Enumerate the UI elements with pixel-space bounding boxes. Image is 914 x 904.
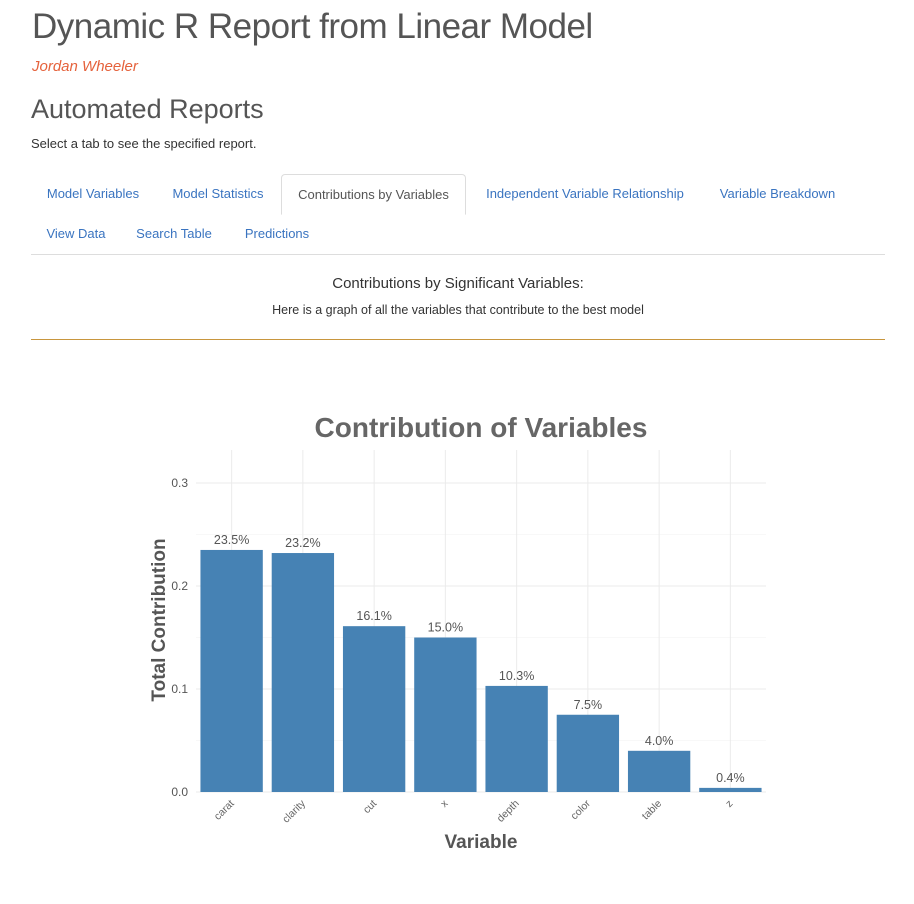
x-tick-label: cut xyxy=(361,798,379,816)
tab-variable-breakdown[interactable]: Variable Breakdown xyxy=(719,186,836,201)
x-tick-label: x xyxy=(438,797,451,810)
bar-clarity xyxy=(271,553,335,792)
bar-value-label: 0.4% xyxy=(716,771,745,785)
panel-heading: Contributions by Significant Variables: xyxy=(332,275,584,292)
y-tick-label: 0.2 xyxy=(171,579,188,593)
bar-value-label: 4.0% xyxy=(645,734,674,748)
author-name: Jordan Wheeler xyxy=(32,58,138,75)
bar-table xyxy=(627,750,691,792)
tab-independent-variable-relationship[interactable]: Independent Variable Relationship xyxy=(486,186,684,201)
bar-value-label: 16.1% xyxy=(356,609,391,623)
tab-view-data[interactable]: View Data xyxy=(46,226,106,241)
bar-value-label: 7.5% xyxy=(574,698,603,712)
x-tick-label: table xyxy=(640,798,665,823)
bar-value-label: 15.0% xyxy=(428,621,463,635)
x-tick-label: carat xyxy=(212,798,237,823)
panel-subtext: Here is a graph of all the variables tha… xyxy=(272,303,644,317)
tab-bar: Model Variables Model Statistics Contrib… xyxy=(31,173,885,255)
tab-predictions[interactable]: Predictions xyxy=(244,226,310,241)
x-tick-label: color xyxy=(568,797,593,822)
bar-z xyxy=(699,787,762,792)
y-tick-label: 0.3 xyxy=(171,476,188,490)
tab-model-variables[interactable]: Model Variables xyxy=(46,186,140,201)
tab-model-statistics[interactable]: Model Statistics xyxy=(172,186,264,201)
section-divider xyxy=(31,339,885,340)
tab-search-table[interactable]: Search Table xyxy=(136,226,212,241)
bar-value-label: 23.2% xyxy=(285,536,320,550)
bar-color xyxy=(556,714,620,792)
page-title: Dynamic R Report from Linear Model xyxy=(32,7,593,46)
x-tick-label: z xyxy=(723,798,735,810)
bar-cut xyxy=(342,626,406,792)
chart-title: Contribution of Variables xyxy=(315,412,648,443)
bar-carat xyxy=(200,549,263,792)
x-axis-label: Variable xyxy=(445,832,518,853)
instructions-text: Select a tab to see the specified report… xyxy=(31,136,257,151)
y-tick-label: 0.0 xyxy=(171,785,188,799)
bar-depth xyxy=(485,685,548,792)
y-axis-label: Total Contribution xyxy=(149,538,170,701)
bar-value-label: 10.3% xyxy=(499,669,534,683)
x-tick-label: depth xyxy=(495,798,522,825)
y-tick-label: 0.1 xyxy=(171,682,188,696)
bar-x xyxy=(414,637,477,792)
bar-value-label: 23.5% xyxy=(214,533,249,547)
x-tick-label: clarity xyxy=(280,797,308,825)
section-title: Automated Reports xyxy=(31,94,264,124)
tab-contributions-by-variables[interactable]: Contributions by Variables xyxy=(281,174,466,215)
